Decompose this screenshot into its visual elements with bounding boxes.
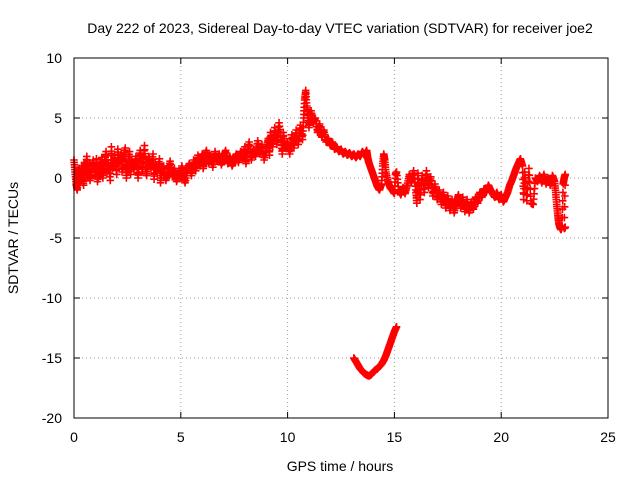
y-axis-label: SDTVAR / TECUs: [5, 182, 21, 294]
y-tick-label: -5: [50, 230, 63, 246]
data-point: [121, 144, 130, 152]
x-tick-label: 15: [387, 429, 403, 445]
chart-title: Day 222 of 2023, Sidereal Day-to-day VTE…: [87, 20, 593, 36]
data-point: [525, 171, 534, 180]
y-tick-label: 10: [46, 50, 62, 66]
series-outlier: [350, 323, 401, 380]
data-point: [561, 192, 569, 200]
x-tick-label: 10: [280, 429, 296, 445]
x-tick-label: 25: [600, 429, 616, 445]
data-point: [560, 213, 569, 222]
data-point: [392, 323, 401, 331]
series-main: [70, 86, 570, 234]
y-tick-label: 0: [54, 170, 62, 186]
data-point: [413, 199, 421, 207]
data-point: [561, 170, 570, 179]
y-tick-labels: -20 -15 -10 -5 0 5 10: [42, 50, 62, 426]
data-point: [560, 203, 569, 211]
data-point: [518, 162, 527, 170]
data-point: [523, 197, 531, 205]
x-axis-label: GPS time / hours: [287, 458, 394, 474]
x-tick-labels: 0 5 10 15 20 25: [70, 429, 616, 445]
data-points: [70, 86, 570, 380]
data-point: [106, 176, 115, 185]
data-point: [525, 164, 533, 173]
data-point: [558, 197, 567, 205]
x-tick-label: 20: [493, 429, 509, 445]
x-tick-label: 5: [177, 429, 185, 445]
data-point: [561, 181, 569, 189]
x-tick-label: 0: [70, 429, 78, 445]
data-point: [526, 178, 534, 187]
y-tick-label: -15: [42, 350, 62, 366]
y-tick-label: -20: [42, 410, 62, 426]
y-tick-label: -10: [42, 290, 62, 306]
y-tick-label: 5: [54, 110, 62, 126]
data-point: [561, 223, 570, 231]
data-point: [106, 169, 115, 178]
plot-frame: [73, 57, 609, 419]
